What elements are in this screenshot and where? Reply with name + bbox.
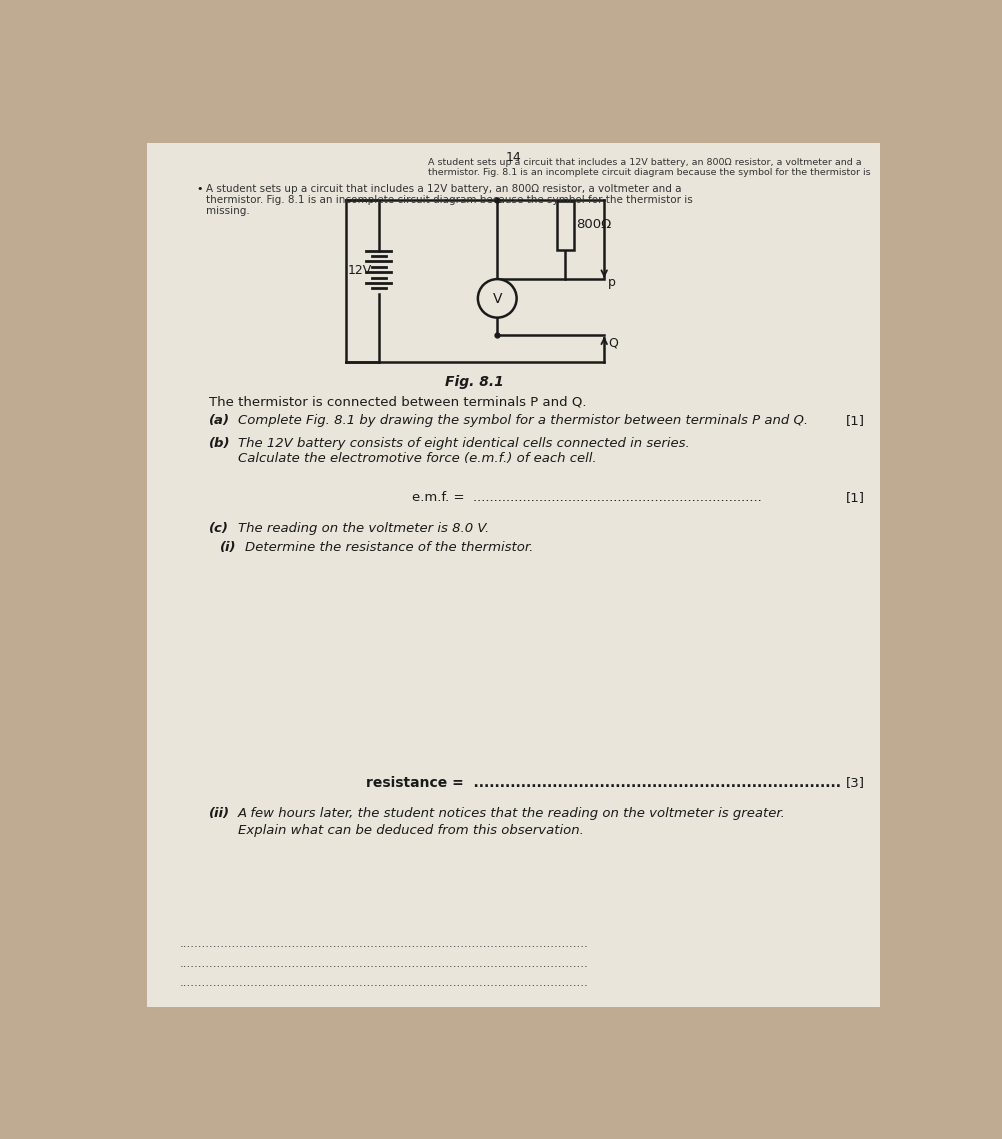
- Text: e.m.f. =  ......................................................................: e.m.f. = ...............................…: [412, 491, 762, 503]
- Text: Calculate the electromotive force (e.m.f.) of each cell.: Calculate the electromotive force (e.m.f…: [237, 452, 596, 466]
- Text: p: p: [608, 276, 616, 289]
- Text: (c): (c): [209, 522, 228, 534]
- Text: thermistor. Fig. 8.1 is an incomplete circuit diagram because the symbol for the: thermistor. Fig. 8.1 is an incomplete ci…: [428, 169, 870, 178]
- Text: ................................................................................: ........................................…: [179, 976, 588, 989]
- Text: 14: 14: [506, 150, 521, 164]
- Text: (a): (a): [209, 413, 229, 427]
- Text: 12V: 12V: [348, 264, 372, 278]
- Text: (ii): (ii): [209, 806, 229, 820]
- Text: Determine the resistance of the thermistor.: Determine the resistance of the thermist…: [245, 541, 534, 554]
- Text: Explain what can be deduced from this observation.: Explain what can be deduced from this ob…: [237, 825, 583, 837]
- Text: •: •: [196, 185, 203, 195]
- Text: resistance =  ..................................................................: resistance = ...........................…: [366, 776, 841, 789]
- Circle shape: [478, 279, 517, 318]
- Text: The thermistor is connected between terminals P and Q.: The thermistor is connected between term…: [209, 395, 586, 409]
- Text: ................................................................................: ........................................…: [179, 937, 588, 950]
- Text: 800Ω: 800Ω: [576, 219, 611, 231]
- Text: [1]: [1]: [846, 413, 865, 427]
- Text: [1]: [1]: [846, 491, 865, 503]
- Text: (i): (i): [219, 541, 236, 554]
- Text: A student sets up a circuit that includes a 12V battery, an 800Ω resistor, a vol: A student sets up a circuit that include…: [428, 158, 861, 167]
- Bar: [557, 202, 574, 249]
- Text: (b): (b): [209, 437, 230, 450]
- Text: [3]: [3]: [846, 776, 865, 789]
- Text: A few hours later, the student notices that the reading on the voltmeter is grea: A few hours later, the student notices t…: [237, 806, 786, 820]
- Text: V: V: [493, 292, 502, 306]
- Text: thermistor. Fig. 8.1 is an incomplete circuit diagram because the symbol for the: thermistor. Fig. 8.1 is an incomplete ci…: [205, 195, 692, 205]
- Text: Q: Q: [608, 337, 618, 350]
- Text: The 12V battery consists of eight identical cells connected in series.: The 12V battery consists of eight identi…: [237, 437, 689, 450]
- Text: ................................................................................: ........................................…: [179, 957, 588, 969]
- Text: The reading on the voltmeter is 8.0 V.: The reading on the voltmeter is 8.0 V.: [237, 522, 489, 534]
- Text: A student sets up a circuit that includes a 12V battery, an 800Ω resistor, a vol: A student sets up a circuit that include…: [205, 185, 681, 195]
- Text: Fig. 8.1: Fig. 8.1: [445, 376, 503, 390]
- Text: Complete Fig. 8.1 by drawing the symbol for a thermistor between terminals P and: Complete Fig. 8.1 by drawing the symbol …: [237, 413, 808, 427]
- Text: missing.: missing.: [205, 206, 249, 216]
